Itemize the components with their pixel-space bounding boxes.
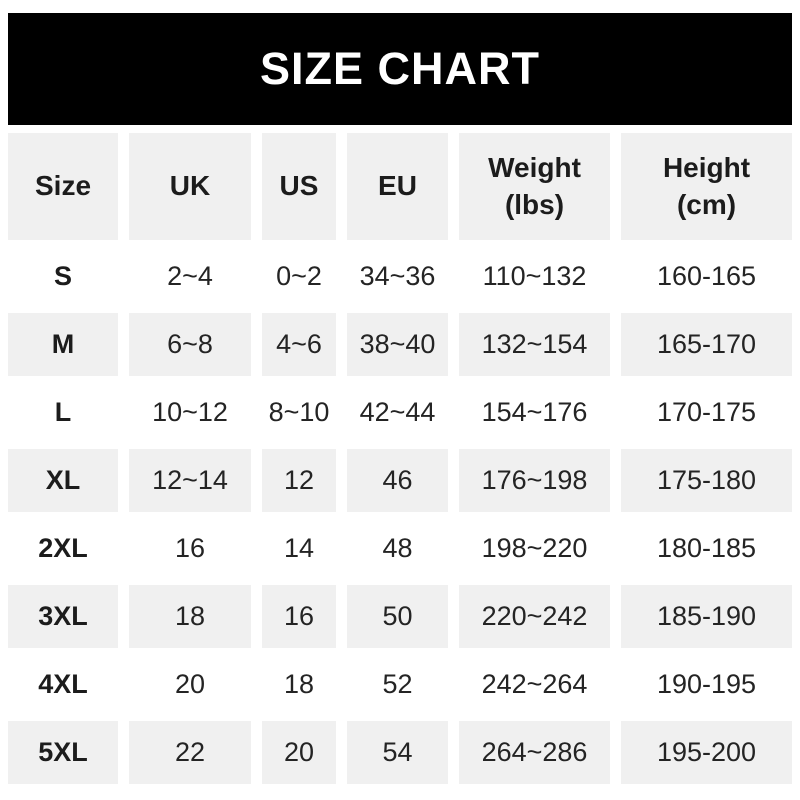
size-chart-table: Size UK US EU Weight (lbs) Height (cm) S 2… [8,133,792,784]
cell-eu: 34~36 [347,245,448,308]
cell-height: 160-165 [621,245,792,308]
cell-us: 18 [262,653,336,716]
cell-uk: 12~14 [129,449,251,512]
cell-us: 0~2 [262,245,336,308]
cell-uk: 16 [129,517,251,580]
cell-us: 4~6 [262,313,336,376]
cell-us: 16 [262,585,336,648]
cell-eu: 38~40 [347,313,448,376]
cell-eu: 50 [347,585,448,648]
cell-height: 175-180 [621,449,792,512]
header-us: US [262,133,336,240]
cell-uk: 20 [129,653,251,716]
cell-size: S [8,245,118,308]
header-weight: Weight (lbs) [459,133,610,240]
cell-size: XL [8,449,118,512]
cell-weight: 242~264 [459,653,610,716]
cell-uk: 6~8 [129,313,251,376]
cell-weight: 176~198 [459,449,610,512]
cell-us: 14 [262,517,336,580]
cell-us: 12 [262,449,336,512]
header-size: Size [8,133,118,240]
cell-size: M [8,313,118,376]
cell-weight: 154~176 [459,381,610,444]
cell-weight: 198~220 [459,517,610,580]
cell-eu: 54 [347,721,448,784]
cell-size: 3XL [8,585,118,648]
cell-height: 180-185 [621,517,792,580]
cell-weight: 110~132 [459,245,610,308]
cell-size: 5XL [8,721,118,784]
size-chart-banner: SIZE CHART [8,13,792,125]
cell-eu: 48 [347,517,448,580]
cell-size: 4XL [8,653,118,716]
cell-height: 190-195 [621,653,792,716]
cell-size: L [8,381,118,444]
cell-eu: 46 [347,449,448,512]
cell-uk: 18 [129,585,251,648]
cell-weight: 264~286 [459,721,610,784]
cell-eu: 42~44 [347,381,448,444]
cell-uk: 22 [129,721,251,784]
cell-uk: 2~4 [129,245,251,308]
header-uk: UK [129,133,251,240]
cell-us: 8~10 [262,381,336,444]
cell-height: 170-175 [621,381,792,444]
page-title: SIZE CHART [260,43,540,94]
cell-height: 185-190 [621,585,792,648]
cell-height: 195-200 [621,721,792,784]
header-eu: EU [347,133,448,240]
cell-eu: 52 [347,653,448,716]
cell-weight: 132~154 [459,313,610,376]
cell-size: 2XL [8,517,118,580]
cell-uk: 10~12 [129,381,251,444]
cell-height: 165-170 [621,313,792,376]
header-height: Height (cm) [621,133,792,240]
cell-weight: 220~242 [459,585,610,648]
cell-us: 20 [262,721,336,784]
